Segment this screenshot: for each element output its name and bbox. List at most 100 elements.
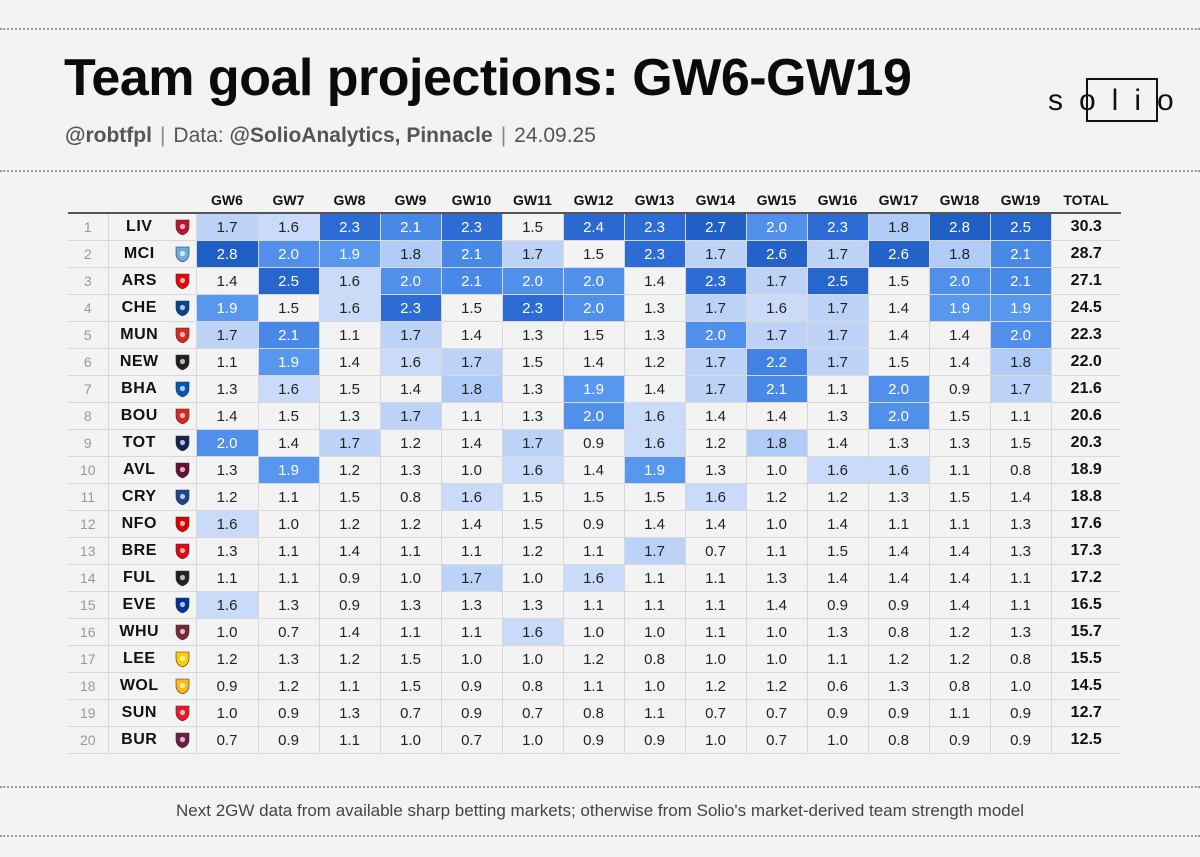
value-cell-gw9: 0.8	[379, 483, 442, 511]
value-cell-gw11: 1.5	[501, 510, 564, 538]
column-header-gw14: GW14	[695, 192, 736, 208]
value-cell-gw16: 1.4	[806, 510, 869, 538]
value-cell-gw19: 0.8	[989, 645, 1052, 673]
crest-cell	[170, 321, 197, 349]
value-cell-gw15: 1.1	[745, 537, 808, 565]
value-cell-gw15: 0.7	[745, 699, 808, 727]
team-code: ARS	[107, 267, 170, 295]
value-cell-gw8: 1.9	[318, 240, 381, 268]
value-cell-gw7: 2.0	[257, 240, 320, 268]
value-cell-gw14: 0.7	[684, 537, 747, 565]
value-cell-gw6: 1.3	[195, 375, 259, 403]
value-cell-gw19: 2.1	[989, 267, 1052, 295]
rank-label: 2	[68, 240, 109, 268]
crest-cell	[170, 483, 197, 511]
value-cell-gw7: 1.6	[257, 212, 320, 241]
value-cell-gw11: 1.3	[501, 375, 564, 403]
value-cell-gw11: 1.2	[501, 537, 564, 565]
value-cell-gw13: 1.0	[623, 672, 686, 700]
table-row: 5 MUN 1.7 2.1 1.1 1.7 1.4 1.3 1.5 1.3 2.0 1.7 1.7 1.4…	[68, 321, 1121, 349]
value-cell-gw15: 1.7	[745, 321, 808, 349]
value-cell-gw13: 1.6	[623, 402, 686, 430]
value-cell-gw10: 1.5	[440, 294, 503, 322]
value-cell-gw17: 1.4	[867, 321, 930, 349]
value-cell-gw19: 1.7	[989, 375, 1052, 403]
value-cell-gw14: 1.4	[684, 510, 747, 538]
value-cell-gw19: 2.1	[989, 240, 1052, 268]
value-cell-gw15: 2.0	[745, 212, 808, 241]
value-cell-gw12: 2.0	[562, 267, 625, 295]
value-cell-gw19: 1.9	[989, 294, 1052, 322]
value-cell-gw11: 1.3	[501, 321, 564, 349]
value-cell-gw15: 1.0	[745, 645, 808, 673]
value-cell-gw8: 1.4	[318, 618, 381, 646]
column-header-gw15: GW15	[756, 192, 797, 208]
column-header-gw16: GW16	[817, 192, 858, 208]
value-cell-gw10: 2.3	[440, 212, 503, 241]
brighton-crest-icon	[175, 381, 190, 398]
value-cell-gw8: 2.3	[318, 212, 381, 241]
value-cell-gw18: 0.8	[928, 672, 991, 700]
value-cell-gw10: 2.1	[440, 240, 503, 268]
value-cell-gw18: 1.1	[928, 510, 991, 538]
value-cell-gw15: 2.2	[745, 348, 808, 376]
team-code: MUN	[107, 321, 170, 349]
total-cell: 15.5	[1050, 645, 1121, 673]
value-cell-gw12: 0.9	[562, 726, 625, 754]
rank-label: 5	[68, 321, 109, 349]
total-cell: 22.3	[1050, 321, 1121, 349]
value-cell-gw8: 1.3	[318, 699, 381, 727]
team-code: NFO	[107, 510, 170, 538]
value-cell-gw18: 1.9	[928, 294, 991, 322]
projection-table: GW6 GW7 GW8 GW9 GW10 GW11 GW12 GW13 GW14 GW15 GW16…	[68, 188, 1121, 754]
value-cell-gw19: 1.4	[989, 483, 1052, 511]
value-cell-gw7: 2.1	[257, 321, 320, 349]
value-cell-gw11: 1.5	[501, 348, 564, 376]
value-cell-gw9: 1.6	[379, 348, 442, 376]
value-cell-gw15: 1.4	[745, 591, 808, 619]
value-cell-gw11: 1.3	[501, 402, 564, 430]
value-cell-gw16: 1.2	[806, 483, 869, 511]
value-cell-gw19: 1.3	[989, 537, 1052, 565]
value-cell-gw17: 0.8	[867, 726, 930, 754]
value-cell-gw7: 0.9	[257, 699, 320, 727]
team-code: FUL	[107, 564, 170, 592]
crest-cell	[170, 591, 197, 619]
team-code: AVL	[107, 456, 170, 484]
value-cell-gw11: 0.7	[501, 699, 564, 727]
top-divider	[0, 28, 1200, 30]
value-cell-gw18: 1.4	[928, 321, 991, 349]
value-cell-gw8: 1.3	[318, 402, 381, 430]
value-cell-gw9: 2.0	[379, 267, 442, 295]
value-cell-gw11: 1.5	[501, 212, 564, 241]
value-cell-gw18: 1.1	[928, 699, 991, 727]
logo-frame	[1086, 78, 1158, 122]
total-cell: 18.8	[1050, 483, 1121, 511]
crystal-palace-crest-icon	[175, 489, 190, 506]
value-cell-gw6: 1.1	[195, 564, 259, 592]
value-cell-gw11: 1.7	[501, 240, 564, 268]
data-source: @SolioAnalytics, Pinnacle	[229, 124, 493, 147]
value-cell-gw13: 1.9	[623, 456, 686, 484]
value-cell-gw11: 1.5	[501, 483, 564, 511]
total-cell: 17.6	[1050, 510, 1121, 538]
value-cell-gw16: 0.6	[806, 672, 869, 700]
value-cell-gw17: 1.8	[867, 212, 930, 241]
rank-label: 3	[68, 267, 109, 295]
value-cell-gw17: 1.4	[867, 564, 930, 592]
header-row: GW6 GW7 GW8 GW9 GW10 GW11 GW12 GW13 GW14 GW15 GW16…	[68, 188, 1121, 213]
value-cell-gw7: 0.9	[257, 726, 320, 754]
subtitle: @robtfpl | Data: @SolioAnalytics, Pinnacle…	[65, 124, 596, 147]
value-cell-gw9: 2.3	[379, 294, 442, 322]
value-cell-gw8: 1.6	[318, 267, 381, 295]
column-header-gw9: GW9	[394, 192, 427, 208]
value-cell-gw12: 2.0	[562, 294, 625, 322]
value-cell-gw11: 0.8	[501, 672, 564, 700]
total-cell: 12.5	[1050, 726, 1121, 754]
table-row: 6 NEW 1.1 1.9 1.4 1.6 1.7 1.5 1.4 1.2 1.7 2.2 1.7 1.5…	[68, 348, 1121, 376]
value-cell-gw10: 1.4	[440, 321, 503, 349]
column-header-gw13: GW13	[634, 192, 675, 208]
value-cell-gw11: 1.0	[501, 564, 564, 592]
value-cell-gw19: 0.9	[989, 726, 1052, 754]
value-cell-gw17: 1.3	[867, 429, 930, 457]
